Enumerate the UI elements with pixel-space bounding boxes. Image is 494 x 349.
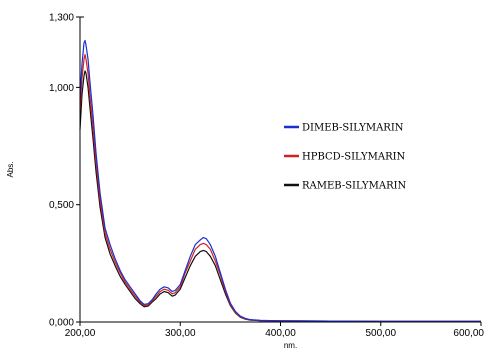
y-axis-title: Abs. bbox=[6, 161, 15, 177]
x-tick-label: 200,00 bbox=[65, 328, 96, 339]
legend-label: DIMEB-SILYMARIN bbox=[302, 123, 404, 134]
y-tick-label: 1,000 bbox=[49, 83, 74, 94]
y-tick-label: 1,300 bbox=[49, 13, 74, 24]
legend-label: RAMEB-SILYMARIN bbox=[302, 181, 407, 192]
series-line-hpbcd-silymarin bbox=[79, 53, 481, 322]
y-tick-label: 0,000 bbox=[49, 318, 74, 329]
x-tick-label: 600,00 bbox=[453, 328, 484, 339]
x-tick-label: 400,00 bbox=[265, 328, 296, 339]
legend-label: HPBCD-SILYMARIN bbox=[302, 152, 406, 163]
plot-lines bbox=[79, 39, 481, 322]
y-tick-label: 0,500 bbox=[49, 200, 74, 211]
x-axis-ticks: 200,00 300,00 400,00 500,00 600,00 bbox=[65, 322, 484, 339]
x-tick-label: 500,00 bbox=[365, 328, 396, 339]
legend: DIMEB-SILYMARIN HPBCD-SILYMARIN RAMEB-SILY… bbox=[284, 123, 407, 192]
x-axis-title: nm. bbox=[284, 341, 297, 349]
series-line-dimeb-silymarin bbox=[79, 39, 481, 322]
series-line-rameb-silymarin bbox=[79, 70, 481, 322]
x-tick-label: 300,00 bbox=[165, 328, 196, 339]
y-axis-ticks: 0,000 0,500 1,000 1,300 bbox=[49, 13, 80, 329]
